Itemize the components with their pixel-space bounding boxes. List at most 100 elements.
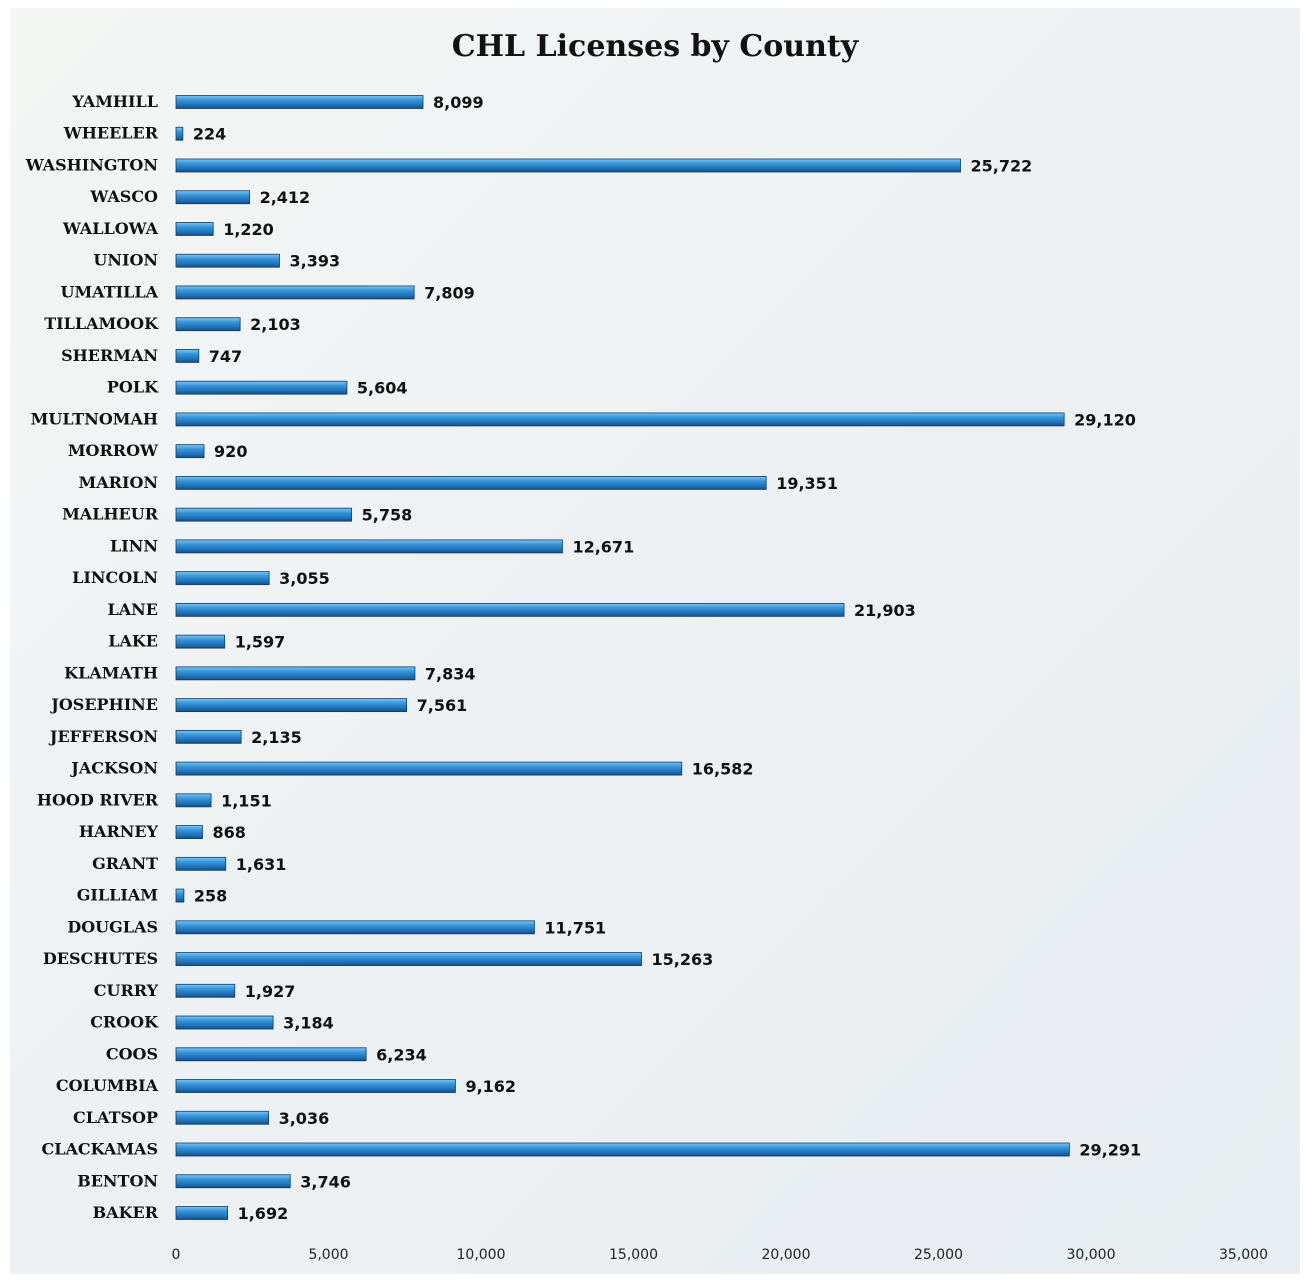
x-tick-label: 15,000	[609, 1247, 658, 1263]
category-label: MALHEUR	[62, 505, 159, 524]
x-tick-label: 0	[172, 1247, 181, 1263]
category-label: KLAMATH	[64, 663, 158, 682]
data-label: 19,351	[776, 474, 838, 493]
category-label: HARNEY	[79, 822, 159, 841]
bar	[175, 253, 280, 268]
category-label: WASHINGTON	[25, 155, 158, 174]
data-label: 920	[214, 442, 247, 461]
data-label: 1,927	[245, 982, 296, 1001]
data-label: 8,099	[433, 93, 484, 112]
x-tick-label: 25,000	[914, 1247, 963, 1263]
data-label: 2,412	[260, 188, 311, 207]
bar	[175, 1142, 1070, 1157]
chart-title: CHL Licenses by County	[452, 29, 860, 64]
data-label: 15,263	[652, 950, 714, 969]
category-label: TILLAMOOK	[44, 314, 159, 333]
bar	[175, 1206, 229, 1220]
category-label: LINN	[110, 536, 158, 555]
data-label: 6,234	[376, 1045, 427, 1064]
data-label: 2,103	[250, 315, 301, 334]
category-label: POLK	[107, 378, 159, 397]
category-label: GRANT	[92, 854, 158, 873]
data-label: 3,393	[289, 252, 340, 271]
category-label: CURRY	[94, 981, 159, 1000]
bar	[175, 444, 205, 459]
data-label: 1,597	[235, 633, 286, 652]
category-label: GILLIAM	[77, 886, 158, 905]
bar	[175, 856, 227, 871]
bar	[175, 349, 200, 363]
data-label: 868	[212, 823, 245, 842]
bar	[175, 698, 408, 713]
bar	[175, 634, 226, 649]
bar	[175, 412, 1065, 427]
bar	[175, 1015, 274, 1030]
data-label: 1,151	[221, 791, 272, 810]
category-label: COLUMBIA	[56, 1076, 159, 1095]
bar	[175, 95, 424, 109]
bar	[175, 825, 203, 839]
category-label: CLATSOP	[73, 1108, 158, 1127]
category-label: HOOD RIVER	[37, 790, 159, 809]
data-label: 3,746	[300, 1172, 351, 1191]
data-label: 29,120	[1074, 410, 1136, 429]
category-label: JACKSON	[69, 759, 158, 778]
data-label: 1,220	[223, 220, 274, 239]
bar	[175, 380, 348, 395]
category-label: YAMHILL	[71, 92, 158, 111]
category-label: MULTNOMAH	[31, 409, 158, 428]
bar	[175, 158, 961, 173]
category-label: BAKER	[93, 1203, 159, 1222]
data-label: 11,751	[544, 918, 606, 937]
bars	[175, 95, 1070, 1220]
category-label: DOUGLAS	[67, 917, 158, 936]
category-label: UMATILLA	[60, 282, 158, 301]
category-label: WASCO	[89, 187, 158, 206]
data-label: 7,809	[424, 283, 475, 302]
bar	[175, 507, 353, 522]
category-label: LANE	[108, 600, 158, 619]
x-tick-label: 30,000	[1067, 1247, 1116, 1263]
bar	[175, 539, 563, 554]
data-label: 3,055	[279, 569, 330, 588]
data-label: 3,184	[283, 1014, 334, 1033]
data-label: 12,671	[572, 537, 634, 556]
bar	[175, 1079, 456, 1093]
data-label: 3,036	[279, 1109, 330, 1128]
bar	[175, 729, 242, 744]
bar	[175, 952, 642, 966]
bar	[175, 793, 212, 808]
bar	[175, 126, 184, 141]
category-labels: YAMHILL WHEELER WASHINGTON WASCO WALLOWA UNIO…	[25, 92, 159, 1222]
bar	[175, 1047, 367, 1062]
category-label: LAKE	[108, 632, 158, 651]
data-label: 2,135	[251, 728, 302, 747]
category-label: CLACKAMAS	[42, 1140, 158, 1159]
data-label: 258	[194, 887, 227, 906]
data-label: 1,692	[238, 1204, 289, 1223]
bar	[175, 888, 185, 903]
data-label: 224	[193, 125, 226, 144]
bar	[175, 983, 236, 998]
data-label: 25,722	[971, 156, 1033, 175]
bar	[175, 666, 416, 681]
data-label: 9,162	[465, 1077, 516, 1096]
category-label: CROOK	[90, 1013, 159, 1032]
category-label: WHEELER	[63, 124, 159, 143]
bar	[175, 476, 767, 490]
bar	[175, 920, 535, 935]
category-label: UNION	[93, 251, 158, 270]
data-label: 29,291	[1079, 1141, 1141, 1160]
data-label: 5,758	[362, 506, 413, 525]
category-label: LINCOLN	[72, 568, 158, 587]
data-label: 1,631	[236, 855, 287, 874]
x-axis-ticks: 0 5,000 10,000 15,000 20,000 25,000 30,000 35,0…	[172, 1247, 1268, 1263]
bar	[175, 602, 845, 617]
category-label: DESCHUTES	[43, 949, 158, 968]
bar	[175, 285, 415, 300]
category-label: SHERMAN	[61, 346, 158, 365]
category-label: JOSEPHINE	[49, 695, 158, 714]
data-labels: 8,099 224 25,722 2,412 1,220 3,393 7,809 2,103 7…	[193, 93, 1141, 1223]
bar	[175, 222, 214, 236]
